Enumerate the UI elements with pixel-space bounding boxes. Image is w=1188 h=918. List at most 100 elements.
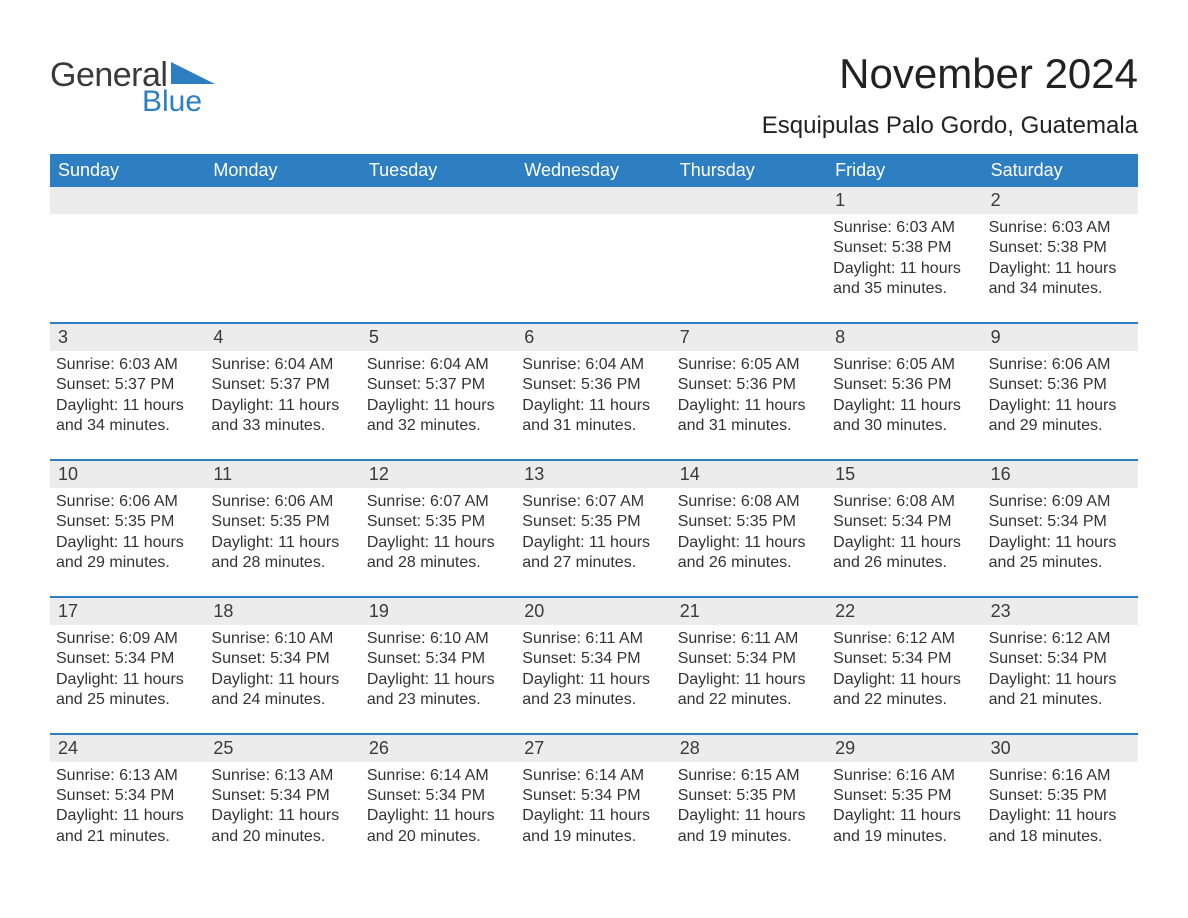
day-number: 19 (361, 598, 516, 625)
daylight-line: Daylight: 11 hours and 34 minutes. (989, 259, 1132, 300)
daylight-line: Daylight: 11 hours and 30 minutes. (833, 396, 976, 437)
day-number: 25 (205, 735, 360, 762)
calendar-day: 16Sunrise: 6:09 AMSunset: 5:34 PMDayligh… (983, 461, 1138, 582)
day-number (672, 187, 827, 214)
calendar-day: 11Sunrise: 6:06 AMSunset: 5:35 PMDayligh… (205, 461, 360, 582)
sunrise-line: Sunrise: 6:04 AM (522, 355, 665, 375)
sunset-line: Sunset: 5:35 PM (56, 512, 199, 532)
sunrise-line: Sunrise: 6:04 AM (211, 355, 354, 375)
day-number: 27 (516, 735, 671, 762)
daylight-line: Daylight: 11 hours and 23 minutes. (367, 670, 510, 711)
dow-sunday: Sunday (50, 154, 205, 187)
daylight-line: Daylight: 11 hours and 21 minutes. (989, 670, 1132, 711)
header-row: General Blue November 2024 Esquipulas Pa… (50, 50, 1138, 140)
daylight-line: Daylight: 11 hours and 25 minutes. (989, 533, 1132, 574)
sunset-line: Sunset: 5:37 PM (367, 375, 510, 395)
calendar-day: 25Sunrise: 6:13 AMSunset: 5:34 PMDayligh… (205, 735, 360, 856)
sunrise-line: Sunrise: 6:14 AM (522, 766, 665, 786)
calendar-day: 18Sunrise: 6:10 AMSunset: 5:34 PMDayligh… (205, 598, 360, 719)
daylight-line: Daylight: 11 hours and 20 minutes. (211, 806, 354, 847)
sunset-line: Sunset: 5:35 PM (678, 512, 821, 532)
daylight-line: Daylight: 11 hours and 23 minutes. (522, 670, 665, 711)
sunrise-line: Sunrise: 6:06 AM (989, 355, 1132, 375)
sunrise-line: Sunrise: 6:07 AM (367, 492, 510, 512)
sunset-line: Sunset: 5:34 PM (833, 512, 976, 532)
calendar-day: 30Sunrise: 6:16 AMSunset: 5:35 PMDayligh… (983, 735, 1138, 856)
day-number: 1 (827, 187, 982, 214)
sunset-line: Sunset: 5:37 PM (211, 375, 354, 395)
daylight-line: Daylight: 11 hours and 28 minutes. (211, 533, 354, 574)
sunrise-line: Sunrise: 6:03 AM (56, 355, 199, 375)
calendar-day: 1Sunrise: 6:03 AMSunset: 5:38 PMDaylight… (827, 187, 982, 308)
calendar-week: 24Sunrise: 6:13 AMSunset: 5:34 PMDayligh… (50, 733, 1138, 856)
calendar-day: 24Sunrise: 6:13 AMSunset: 5:34 PMDayligh… (50, 735, 205, 856)
sunset-line: Sunset: 5:35 PM (989, 786, 1132, 806)
dow-thursday: Thursday (672, 154, 827, 187)
sunset-line: Sunset: 5:35 PM (678, 786, 821, 806)
calendar-week: 10Sunrise: 6:06 AMSunset: 5:35 PMDayligh… (50, 459, 1138, 582)
calendar-day: 28Sunrise: 6:15 AMSunset: 5:35 PMDayligh… (672, 735, 827, 856)
logo-text-blue: Blue (142, 85, 215, 119)
calendar-day: 27Sunrise: 6:14 AMSunset: 5:34 PMDayligh… (516, 735, 671, 856)
daylight-line: Daylight: 11 hours and 31 minutes. (522, 396, 665, 437)
title-block: November 2024 Esquipulas Palo Gordo, Gua… (762, 50, 1138, 140)
daylight-line: Daylight: 11 hours and 24 minutes. (211, 670, 354, 711)
day-number: 4 (205, 324, 360, 351)
day-number: 12 (361, 461, 516, 488)
day-number: 15 (827, 461, 982, 488)
daylight-line: Daylight: 11 hours and 31 minutes. (678, 396, 821, 437)
logo: General Blue (50, 56, 215, 119)
daylight-line: Daylight: 11 hours and 21 minutes. (56, 806, 199, 847)
calendar-day: 29Sunrise: 6:16 AMSunset: 5:35 PMDayligh… (827, 735, 982, 856)
sunset-line: Sunset: 5:34 PM (833, 649, 976, 669)
sunrise-line: Sunrise: 6:07 AM (522, 492, 665, 512)
sunset-line: Sunset: 5:34 PM (211, 786, 354, 806)
calendar-day: 21Sunrise: 6:11 AMSunset: 5:34 PMDayligh… (672, 598, 827, 719)
day-number: 14 (672, 461, 827, 488)
day-number: 23 (983, 598, 1138, 625)
dow-header-row: Sunday Monday Tuesday Wednesday Thursday… (50, 154, 1138, 187)
calendar-week: 17Sunrise: 6:09 AMSunset: 5:34 PMDayligh… (50, 596, 1138, 719)
calendar-day: 5Sunrise: 6:04 AMSunset: 5:37 PMDaylight… (361, 324, 516, 445)
calendar-day: 13Sunrise: 6:07 AMSunset: 5:35 PMDayligh… (516, 461, 671, 582)
sunrise-line: Sunrise: 6:13 AM (56, 766, 199, 786)
sunrise-line: Sunrise: 6:11 AM (678, 629, 821, 649)
daylight-line: Daylight: 11 hours and 19 minutes. (522, 806, 665, 847)
day-number: 8 (827, 324, 982, 351)
sunset-line: Sunset: 5:34 PM (367, 786, 510, 806)
day-number (205, 187, 360, 214)
calendar-day: 4Sunrise: 6:04 AMSunset: 5:37 PMDaylight… (205, 324, 360, 445)
calendar-day: 7Sunrise: 6:05 AMSunset: 5:36 PMDaylight… (672, 324, 827, 445)
day-number: 13 (516, 461, 671, 488)
daylight-line: Daylight: 11 hours and 34 minutes. (56, 396, 199, 437)
calendar-day: 17Sunrise: 6:09 AMSunset: 5:34 PMDayligh… (50, 598, 205, 719)
day-number (516, 187, 671, 214)
dow-monday: Monday (205, 154, 360, 187)
daylight-line: Daylight: 11 hours and 19 minutes. (678, 806, 821, 847)
dow-wednesday: Wednesday (516, 154, 671, 187)
sunrise-line: Sunrise: 6:05 AM (678, 355, 821, 375)
day-number: 16 (983, 461, 1138, 488)
sunrise-line: Sunrise: 6:08 AM (678, 492, 821, 512)
sunset-line: Sunset: 5:34 PM (56, 649, 199, 669)
sunset-line: Sunset: 5:34 PM (211, 649, 354, 669)
sunset-line: Sunset: 5:36 PM (833, 375, 976, 395)
calendar-day: 26Sunrise: 6:14 AMSunset: 5:34 PMDayligh… (361, 735, 516, 856)
daylight-line: Daylight: 11 hours and 32 minutes. (367, 396, 510, 437)
daylight-line: Daylight: 11 hours and 19 minutes. (833, 806, 976, 847)
day-number: 17 (50, 598, 205, 625)
weeks-container: 1Sunrise: 6:03 AMSunset: 5:38 PMDaylight… (50, 187, 1138, 855)
daylight-line: Daylight: 11 hours and 26 minutes. (833, 533, 976, 574)
calendar-day: 10Sunrise: 6:06 AMSunset: 5:35 PMDayligh… (50, 461, 205, 582)
sunset-line: Sunset: 5:34 PM (989, 649, 1132, 669)
sunrise-line: Sunrise: 6:05 AM (833, 355, 976, 375)
daylight-line: Daylight: 11 hours and 28 minutes. (367, 533, 510, 574)
sunrise-line: Sunrise: 6:06 AM (56, 492, 199, 512)
calendar: Sunday Monday Tuesday Wednesday Thursday… (50, 154, 1138, 855)
sunrise-line: Sunrise: 6:06 AM (211, 492, 354, 512)
calendar-day: 3Sunrise: 6:03 AMSunset: 5:37 PMDaylight… (50, 324, 205, 445)
day-number (50, 187, 205, 214)
day-number: 7 (672, 324, 827, 351)
day-number: 6 (516, 324, 671, 351)
calendar-page: General Blue November 2024 Esquipulas Pa… (0, 0, 1188, 885)
